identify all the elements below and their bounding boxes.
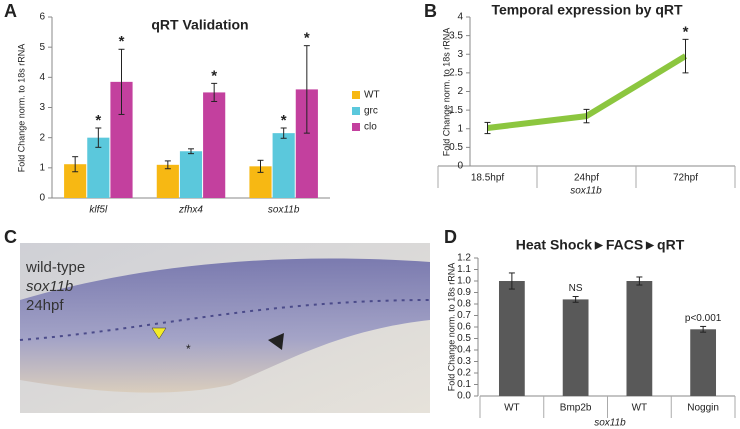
x-axis-label: sox11b bbox=[594, 418, 626, 429]
yellow-arrowhead bbox=[151, 327, 167, 340]
y-tick-label: 1.2 bbox=[457, 253, 471, 264]
annotation: * bbox=[119, 33, 125, 50]
y-axis-label: Fold Change norm. to 18s rRNA bbox=[16, 44, 26, 173]
image-label: wild-type bbox=[25, 259, 85, 276]
x-tick-label: WT bbox=[504, 403, 520, 414]
annotation: * bbox=[683, 23, 689, 40]
annotation: * bbox=[304, 30, 310, 47]
legend-swatch bbox=[352, 107, 360, 115]
y-tick-label: 2 bbox=[457, 86, 463, 97]
legend-swatch bbox=[352, 123, 360, 131]
panel-letter: C bbox=[4, 227, 17, 247]
y-tick-label: 2 bbox=[39, 132, 45, 143]
x-tick-label: klf5l bbox=[89, 205, 108, 216]
y-tick-label: 2.5 bbox=[449, 68, 463, 79]
annotation: * bbox=[211, 67, 217, 84]
annotation: p<0.001 bbox=[685, 313, 722, 324]
somites bbox=[19, 299, 431, 341]
y-tick-label: 1 bbox=[39, 162, 45, 173]
x-tick-label: 24hpf bbox=[574, 173, 599, 184]
y-tick-label: 0 bbox=[39, 193, 45, 204]
panel-letter: A bbox=[4, 1, 17, 21]
y-tick-label: 0.9 bbox=[457, 287, 471, 298]
x-tick-label: 72hpf bbox=[673, 173, 698, 184]
panel-letter: D bbox=[444, 227, 457, 247]
y-tick-label: 3 bbox=[39, 102, 45, 113]
bar bbox=[203, 92, 226, 198]
bar bbox=[498, 281, 525, 396]
legend-swatch bbox=[352, 91, 360, 99]
y-tick-label: 0.3 bbox=[457, 356, 471, 367]
legend-label: WT bbox=[364, 90, 380, 101]
legend-label: clo bbox=[364, 122, 377, 133]
bar bbox=[87, 137, 110, 198]
y-tick-label: 4 bbox=[457, 12, 463, 23]
bar bbox=[110, 81, 133, 198]
panel-c: C wild-type sox11b 24hpf * bbox=[4, 227, 431, 413]
bar bbox=[156, 164, 179, 198]
bar bbox=[64, 164, 87, 198]
embryo bbox=[20, 258, 430, 393]
y-tick-label: 1.1 bbox=[457, 264, 471, 275]
y-tick-label: 1.0 bbox=[457, 276, 471, 287]
x-tick-label: Bmp2b bbox=[560, 403, 592, 414]
annotation: NS bbox=[569, 283, 583, 294]
panel-letter: B bbox=[424, 1, 437, 21]
y-tick-label: 0.5 bbox=[457, 333, 471, 344]
y-tick-label: 0.4 bbox=[457, 345, 471, 356]
chart-title: Temporal expression by qRT bbox=[491, 2, 683, 18]
y-tick-label: 3 bbox=[457, 49, 463, 60]
image-label: sox11b bbox=[26, 278, 73, 295]
chart-title: qRT Validation bbox=[151, 17, 248, 33]
y-tick-label: 0.8 bbox=[457, 299, 471, 310]
y-tick-label: 0 bbox=[457, 161, 463, 172]
y-axis-label: Fold Change norm. to 18s rRNA bbox=[446, 263, 456, 392]
image-marker: * bbox=[186, 342, 191, 356]
x-tick-label: zfhx4 bbox=[178, 205, 203, 216]
y-tick-label: 6 bbox=[39, 12, 45, 23]
chart-title: Heat Shock►FACS►qRT bbox=[516, 237, 685, 253]
bar bbox=[626, 281, 653, 396]
bar bbox=[272, 133, 295, 198]
x-tick-label: Noggin bbox=[687, 403, 719, 414]
y-tick-label: 0.0 bbox=[457, 391, 471, 402]
y-tick-label: 0.1 bbox=[457, 379, 471, 390]
x-tick-label: sox11b bbox=[268, 205, 300, 216]
legend-label: grc bbox=[364, 106, 378, 117]
y-tick-label: 0.6 bbox=[457, 322, 471, 333]
annotation: * bbox=[95, 112, 101, 129]
y-tick-label: 3.5 bbox=[449, 30, 463, 41]
y-tick-label: 0.5 bbox=[449, 142, 463, 153]
bar bbox=[249, 166, 272, 198]
y-tick-label: 1 bbox=[457, 123, 463, 134]
bar bbox=[179, 151, 203, 198]
black-arrowhead bbox=[268, 333, 284, 350]
y-tick-label: 4 bbox=[39, 72, 45, 83]
image-label: 24hpf bbox=[26, 297, 64, 314]
bar bbox=[295, 89, 318, 198]
y-tick-label: 0.2 bbox=[457, 368, 471, 379]
x-axis-label: sox11b bbox=[570, 186, 602, 197]
x-tick-label: 18.5hpf bbox=[471, 173, 505, 184]
annotation: * bbox=[281, 112, 287, 129]
y-axis-label: Fold Change norm. to 18s rRNA bbox=[441, 28, 451, 157]
y-tick-label: 0.7 bbox=[457, 310, 471, 321]
y-tick-label: 5 bbox=[39, 42, 45, 53]
y-tick-label: 1.5 bbox=[449, 105, 463, 116]
x-tick-label: WT bbox=[632, 403, 648, 414]
bar bbox=[690, 329, 717, 396]
bar bbox=[562, 299, 589, 396]
